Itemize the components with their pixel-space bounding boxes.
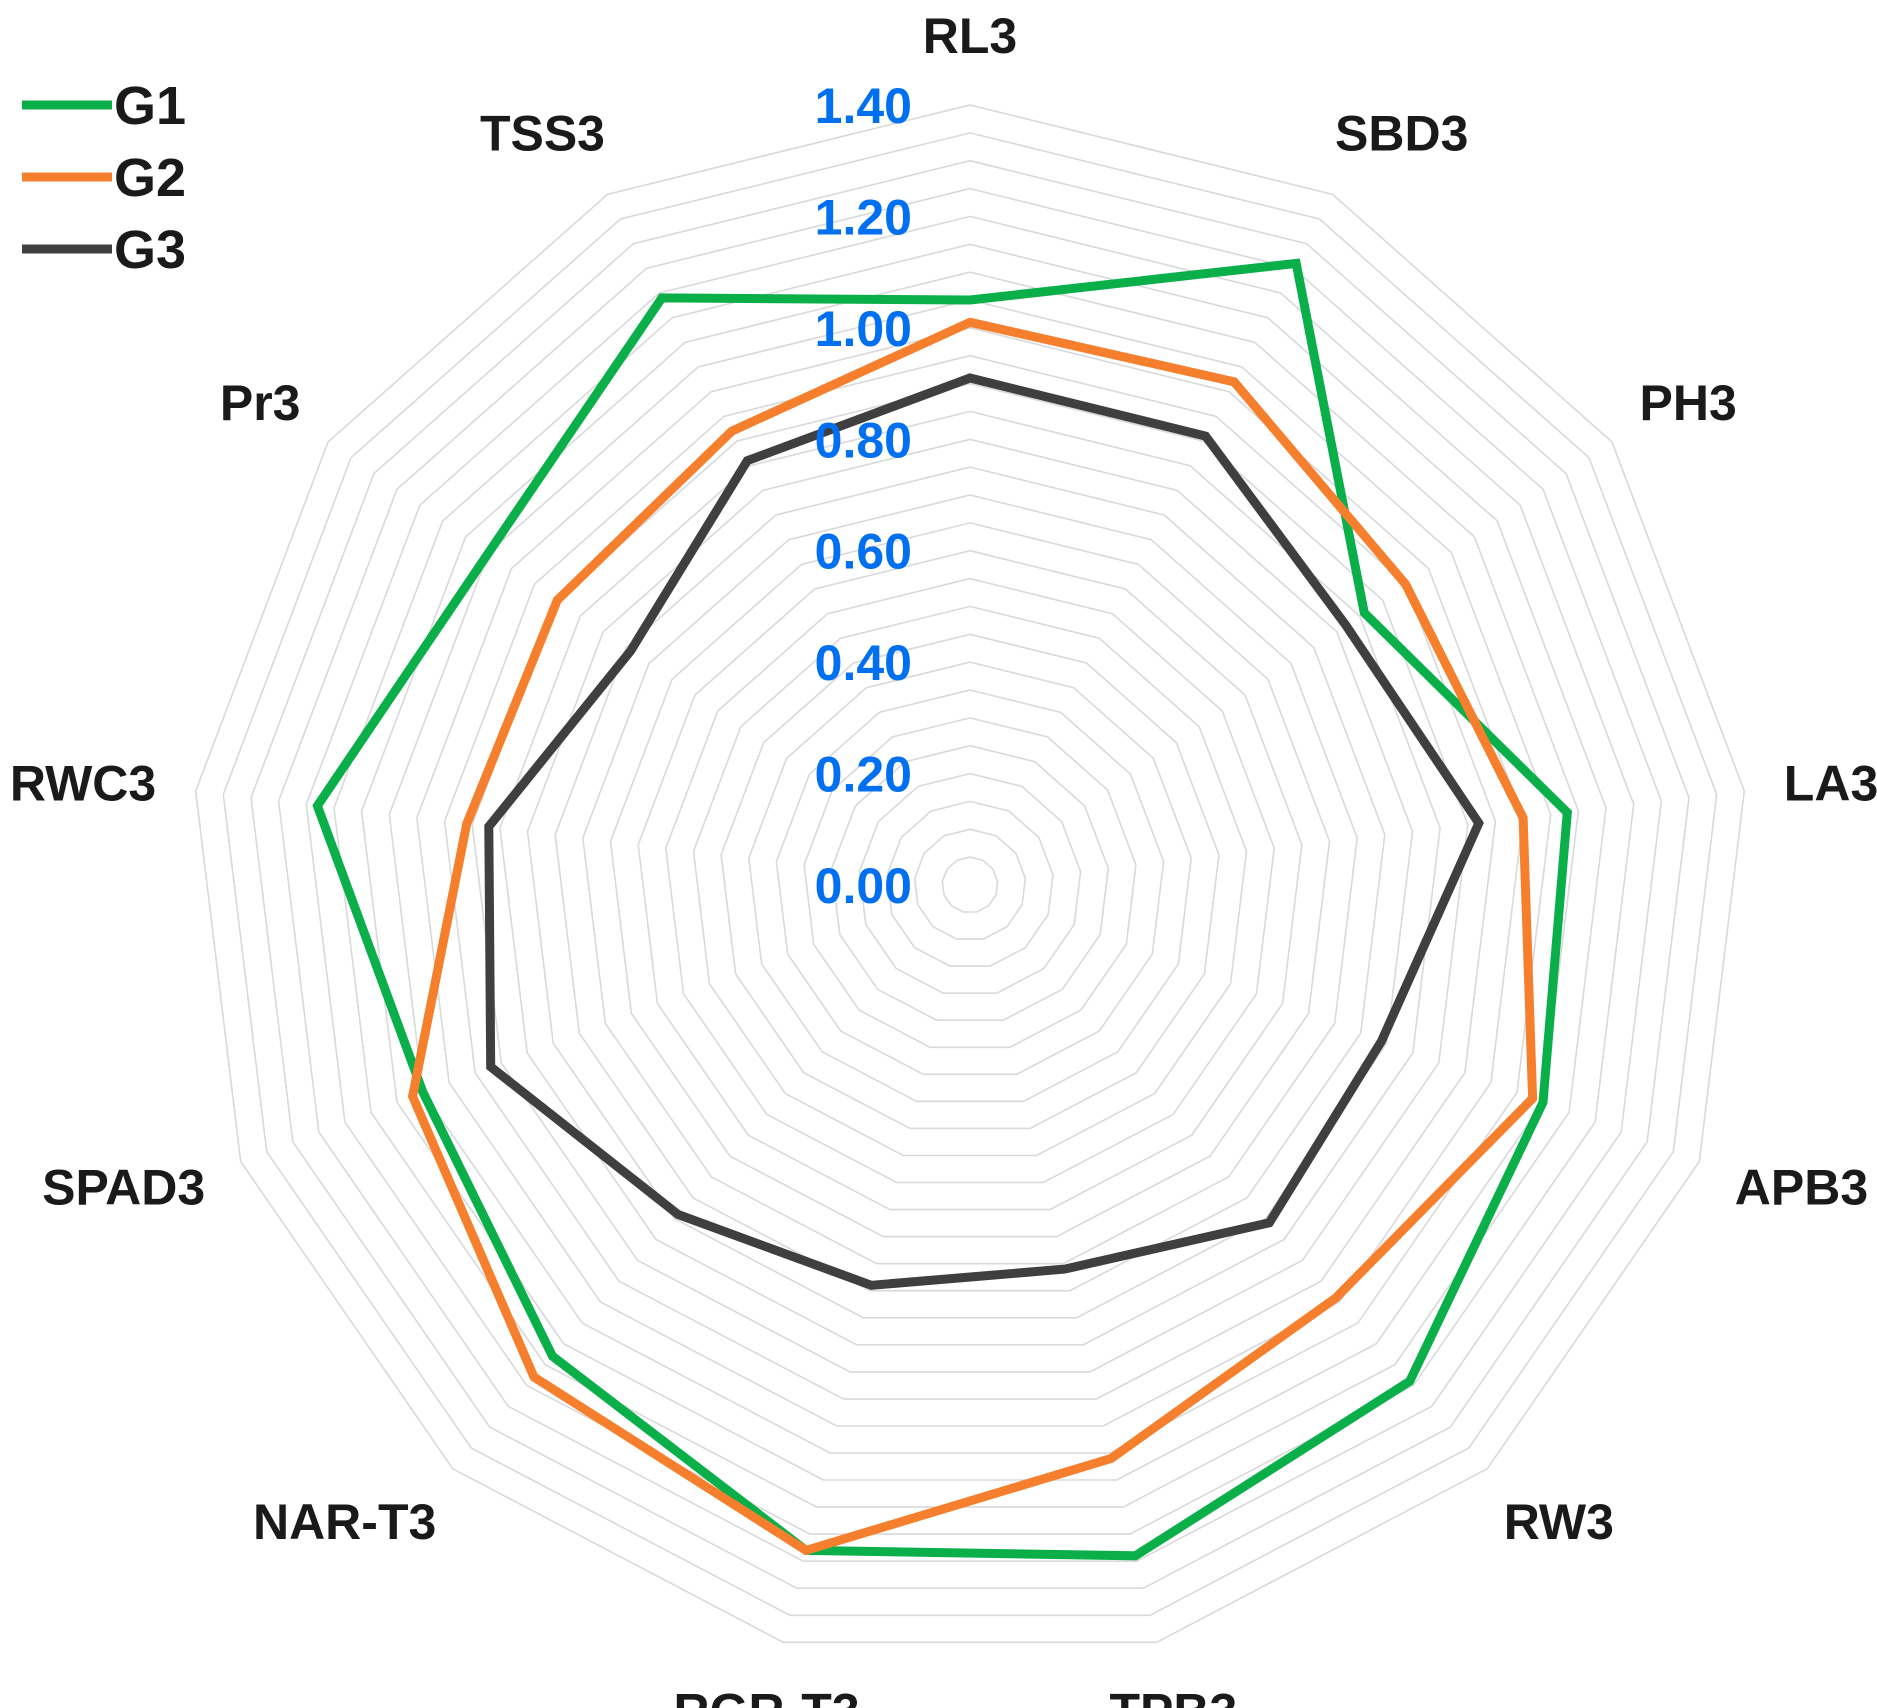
legend-label-g1: G1 <box>114 76 186 136</box>
grid-ring <box>581 494 1359 1265</box>
radial-tick-label: 1.00 <box>815 301 912 357</box>
axis-label-rl3: RL3 <box>923 8 1017 64</box>
legend-label-g2: G2 <box>114 148 186 208</box>
grid-ring <box>222 132 1718 1617</box>
grid-ring <box>526 438 1414 1319</box>
grid-ring <box>499 410 1441 1346</box>
grid-ring <box>692 605 1248 1157</box>
grid-ring <box>886 800 1054 967</box>
grid-ring <box>858 772 1082 995</box>
axis-label-rw3: RW3 <box>1504 1494 1614 1550</box>
legend-label-g3: G3 <box>114 220 186 280</box>
grid-ring <box>333 243 1607 1508</box>
grid-ring <box>830 744 1110 1022</box>
axis-label-rgr-t3: RGR-T3 <box>674 1683 860 1708</box>
series-g1-line <box>312 258 1572 1561</box>
radial-tick-label: 0.00 <box>815 858 912 914</box>
legend: G1 G2 G3 <box>22 76 186 280</box>
grid-ring <box>443 354 1497 1400</box>
axis-label-la3: LA3 <box>1784 756 1877 812</box>
axis-label-tss3: TSS3 <box>480 105 605 161</box>
axis-label-rwc3: RWC3 <box>10 756 156 812</box>
radial-tick-label: 0.40 <box>815 635 912 691</box>
axis-label-sbd3: SBD3 <box>1335 105 1468 161</box>
radial-tick-label: 0.20 <box>815 747 912 803</box>
grid-ring <box>637 549 1303 1211</box>
grid-ring <box>803 717 1137 1049</box>
grid-ring <box>664 577 1276 1184</box>
grid-ring <box>747 661 1193 1103</box>
radar-series <box>312 258 1572 1561</box>
grid-ring <box>775 689 1165 1076</box>
axis-labels: RL3 SBD3 PH3 LA3 APB3 RW3 TPB3 RGR-T3 NAR-T3 SPAD… <box>10 8 1877 1708</box>
axis-label-spad3: SPAD3 <box>42 1159 205 1215</box>
grid-ring <box>609 522 1331 1238</box>
axis-label-apb3: APB3 <box>1735 1159 1868 1215</box>
grid-ring <box>194 104 1746 1644</box>
radial-tick-labels: 0.00 0.20 0.40 0.60 0.80 1.00 1.20 1.40 <box>815 78 912 914</box>
radial-tick-label: 0.80 <box>815 412 912 468</box>
radial-tick-label: 0.60 <box>815 524 912 580</box>
grid-ring <box>941 856 999 913</box>
grid-ring <box>720 633 1220 1130</box>
axis-label-ph3: PH3 <box>1640 375 1737 431</box>
grid-ring <box>913 828 1027 940</box>
radial-tick-label: 1.40 <box>815 78 912 134</box>
radar-grid <box>194 104 1746 1644</box>
axis-label-pr3: Pr3 <box>220 375 301 431</box>
grid-ring <box>388 299 1552 1454</box>
series-g2-line <box>407 317 1538 1556</box>
radial-tick-label: 1.20 <box>815 189 912 245</box>
grid-ring <box>360 271 1580 1481</box>
axis-label-tpb3: TPB3 <box>1109 1683 1237 1708</box>
grid-ring <box>277 187 1663 1562</box>
series-g3-line <box>484 373 1484 1290</box>
grid-ring <box>305 215 1635 1535</box>
grid-ring <box>250 159 1690 1589</box>
grid-ring <box>416 327 1524 1427</box>
axis-label-nar-t3: NAR-T3 <box>253 1494 436 1550</box>
grid-ring <box>554 466 1386 1292</box>
